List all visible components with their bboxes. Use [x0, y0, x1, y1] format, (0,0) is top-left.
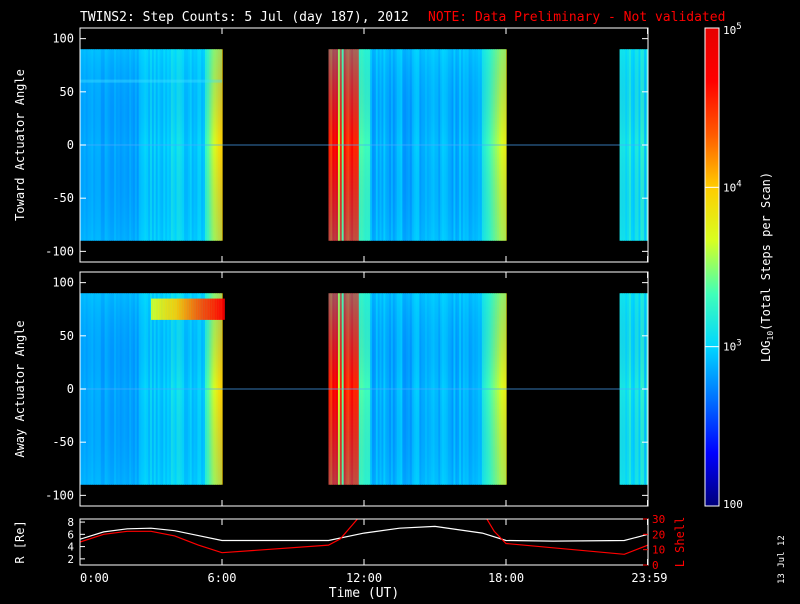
time-axis-label: Time (UT): [329, 586, 399, 600]
lshell-axis-label: L Shell: [673, 517, 687, 568]
r-tick-label: 2: [67, 553, 74, 566]
y-tick-label: 0: [67, 382, 74, 396]
colorbar-tick-base: 10: [723, 24, 736, 37]
y-tick-label: 0: [67, 138, 74, 152]
lshell-series-line: [80, 519, 648, 555]
y-tick-label: -50: [52, 191, 74, 205]
x-tick-label: 18:00: [488, 571, 524, 585]
r-tick-label: 8: [67, 516, 74, 529]
x-tick-label: 23:59: [631, 571, 667, 585]
colorbar-tick-label: 100: [723, 498, 743, 511]
y-tick-label: -100: [45, 488, 74, 502]
colorbar-tick-label: 105: [723, 22, 742, 37]
lshell-tick-label: 30: [652, 513, 665, 526]
colorbar-tick-label: 103: [723, 339, 742, 354]
y-tick-label: 50: [60, 329, 74, 343]
colorbar-label-log: LOG: [759, 340, 773, 362]
r-tick-label: 6: [67, 528, 74, 541]
colorbar-tick-base: 100: [723, 498, 743, 511]
lshell-tick-label: 0: [652, 559, 659, 572]
heatmap-toward: 100 50 0 -50 -100 Toward Actuator Angle: [13, 27, 649, 263]
r-tick-label: 4: [67, 541, 74, 554]
colorbar-tick-exp: 3: [736, 339, 741, 349]
date-stamp: 13 Jul 12: [777, 535, 787, 584]
data-note: NOTE: Data Preliminary - Not validated: [428, 10, 725, 25]
colorbar-label-rest: (Total Steps per Scan): [759, 172, 773, 331]
r-series-line: [80, 525, 648, 542]
colorbar-tick-label: 104: [723, 179, 742, 194]
y-tick-label: 100: [52, 276, 74, 290]
chart-title: TWINS2: Step Counts: 5 Jul (day 187), 20…: [80, 10, 409, 25]
colorbar-tick-exp: 5: [736, 22, 741, 32]
r-axis-label: R [Re]: [13, 520, 27, 563]
away-angle-label: Away Actuator Angle: [13, 320, 27, 457]
y-tick-label: -100: [45, 244, 74, 258]
colorbar-tick-base: 10: [723, 181, 736, 194]
y-tick-label: 50: [60, 85, 74, 99]
colorbar-tick-exp: 4: [736, 179, 741, 189]
toward-angle-label: Toward Actuator Angle: [13, 69, 27, 221]
lshell-tick-label: 10: [652, 544, 665, 557]
heatmap-away: 100 50 0 -50 -100 Away Actuator Angle: [13, 271, 649, 507]
colorbar-tick-base: 10: [723, 341, 736, 354]
lshell-tick-label: 20: [652, 528, 665, 541]
y-tick-label: -50: [52, 435, 74, 449]
colorbar-label-sub: 10: [766, 331, 775, 341]
x-tick-label: 12:00: [346, 571, 382, 585]
x-tick-label: 6:00: [208, 571, 237, 585]
x-tick-label: 0:00: [80, 571, 109, 585]
y-tick-label: 100: [52, 32, 74, 46]
colorbar-label: LOG10(Total Steps per Scan): [759, 172, 775, 362]
